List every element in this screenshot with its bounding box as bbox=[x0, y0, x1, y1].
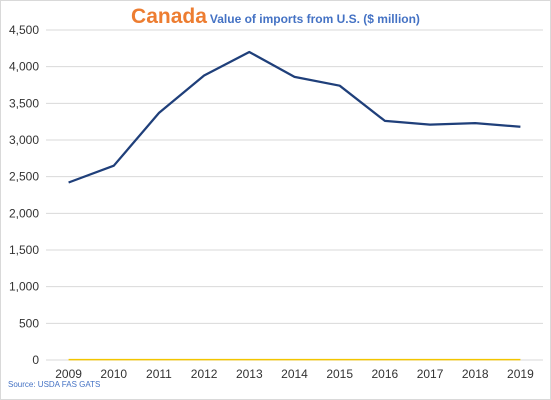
x-tick-label: 2012 bbox=[191, 367, 218, 381]
y-tick-label: 3,000 bbox=[9, 133, 39, 147]
x-tick-label: 2018 bbox=[462, 367, 489, 381]
x-tick-label: 2010 bbox=[100, 367, 127, 381]
y-tick-label: 1,000 bbox=[9, 280, 39, 294]
x-tick-label: 2014 bbox=[281, 367, 308, 381]
x-tick-label: 2019 bbox=[507, 367, 534, 381]
chart-title: Canada bbox=[131, 5, 207, 28]
series-line bbox=[68, 50, 521, 184]
y-tick-label: 2,000 bbox=[9, 206, 39, 220]
y-tick-label: 1,500 bbox=[9, 243, 39, 257]
y-tick-label: 4,000 bbox=[9, 60, 39, 74]
y-tick-label: 3,500 bbox=[9, 96, 39, 110]
x-tick-label: 2017 bbox=[417, 367, 444, 381]
x-tick-label: 2013 bbox=[236, 367, 263, 381]
chart-subtitle: Value of imports from U.S. ($ million) bbox=[209, 12, 420, 26]
source-note: Source: USDA FAS GATS bbox=[8, 380, 101, 389]
x-tick-label: 2011 bbox=[146, 367, 172, 381]
y-tick-label: 0 bbox=[32, 353, 39, 367]
x-tick-label: 2009 bbox=[55, 367, 82, 381]
y-tick-label: 4,500 bbox=[9, 23, 39, 37]
y-tick-label: 2,500 bbox=[9, 170, 39, 184]
y-tick-label: 500 bbox=[19, 316, 39, 330]
chart-title-block: Canada Value of imports from U.S. ($ mill… bbox=[0, 5, 551, 29]
x-tick-label: 2015 bbox=[326, 367, 353, 381]
x-tick-label: 2016 bbox=[372, 367, 399, 381]
